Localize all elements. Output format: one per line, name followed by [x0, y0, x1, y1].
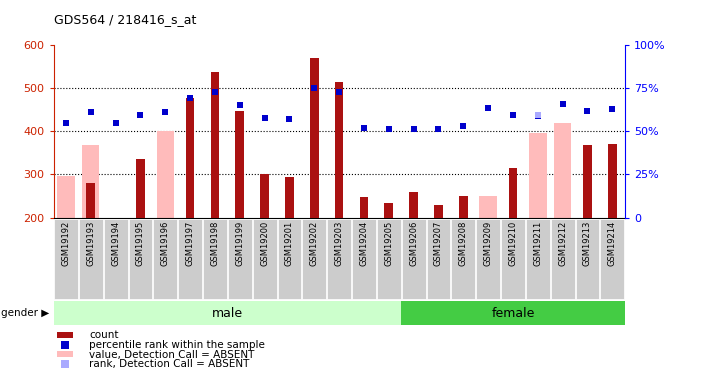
FancyBboxPatch shape: [451, 219, 476, 299]
Text: male: male: [212, 307, 243, 320]
Bar: [384, 203, 393, 217]
FancyBboxPatch shape: [228, 219, 252, 299]
FancyBboxPatch shape: [501, 219, 525, 299]
Text: GSM19193: GSM19193: [86, 221, 95, 266]
Bar: [82, 146, 99, 218]
Text: GSM19210: GSM19210: [508, 221, 518, 266]
Text: GSM19213: GSM19213: [583, 221, 592, 266]
Bar: [583, 145, 592, 218]
Bar: [285, 177, 294, 218]
Text: GSM19201: GSM19201: [285, 221, 294, 266]
Text: percentile rank within the sample: percentile rank within the sample: [89, 340, 265, 350]
Text: GSM19197: GSM19197: [186, 221, 195, 266]
Bar: [480, 196, 497, 217]
FancyBboxPatch shape: [303, 219, 326, 299]
FancyBboxPatch shape: [600, 219, 624, 299]
Text: count: count: [89, 330, 119, 340]
Text: GSM19214: GSM19214: [608, 221, 617, 266]
Text: GSM19204: GSM19204: [359, 221, 368, 266]
Text: female: female: [491, 307, 535, 320]
Text: value, Detection Call = ABSENT: value, Detection Call = ABSENT: [89, 350, 254, 360]
FancyBboxPatch shape: [154, 219, 177, 299]
Bar: [508, 168, 518, 217]
FancyBboxPatch shape: [278, 219, 301, 299]
FancyBboxPatch shape: [575, 219, 600, 299]
Text: GSM19199: GSM19199: [236, 221, 244, 266]
FancyBboxPatch shape: [203, 219, 227, 299]
Bar: [57, 176, 75, 217]
Text: rank, Detection Call = ABSENT: rank, Detection Call = ABSENT: [89, 359, 249, 369]
Bar: [409, 192, 418, 217]
Bar: [434, 206, 443, 218]
FancyBboxPatch shape: [352, 219, 376, 299]
FancyBboxPatch shape: [526, 219, 550, 299]
FancyBboxPatch shape: [426, 219, 451, 299]
FancyBboxPatch shape: [129, 219, 152, 299]
Text: GSM19192: GSM19192: [61, 221, 71, 266]
Text: GSM19194: GSM19194: [111, 221, 120, 266]
FancyBboxPatch shape: [550, 219, 575, 299]
FancyBboxPatch shape: [253, 219, 276, 299]
Text: GSM19207: GSM19207: [434, 221, 443, 266]
Bar: [554, 123, 571, 218]
Bar: [310, 58, 318, 217]
FancyBboxPatch shape: [476, 219, 500, 299]
Bar: [261, 174, 269, 217]
Text: GSM19202: GSM19202: [310, 221, 319, 266]
Bar: [211, 72, 219, 217]
Text: GSM19203: GSM19203: [335, 221, 343, 266]
FancyBboxPatch shape: [79, 219, 103, 299]
Bar: [459, 196, 468, 217]
Bar: [136, 159, 145, 218]
Bar: [236, 111, 244, 218]
Text: GDS564 / 218416_s_at: GDS564 / 218416_s_at: [54, 13, 196, 26]
FancyBboxPatch shape: [104, 219, 128, 299]
Bar: [156, 131, 174, 218]
Bar: [57, 351, 74, 357]
Text: GSM19211: GSM19211: [533, 221, 543, 266]
Text: GSM19206: GSM19206: [409, 221, 418, 266]
FancyBboxPatch shape: [377, 219, 401, 299]
Bar: [335, 82, 343, 218]
Text: GSM19209: GSM19209: [483, 221, 493, 266]
Text: GSM19212: GSM19212: [558, 221, 567, 266]
Bar: [57, 332, 74, 338]
FancyBboxPatch shape: [54, 219, 78, 299]
Bar: [401, 302, 625, 325]
Bar: [608, 144, 617, 218]
Bar: [186, 98, 194, 218]
Text: GSM19196: GSM19196: [161, 221, 170, 266]
Text: GSM19198: GSM19198: [211, 221, 219, 266]
Text: GSM19205: GSM19205: [384, 221, 393, 266]
Text: GSM19195: GSM19195: [136, 221, 145, 266]
Bar: [86, 183, 95, 218]
FancyBboxPatch shape: [327, 219, 351, 299]
Text: gender ▶: gender ▶: [1, 308, 50, 318]
FancyBboxPatch shape: [402, 219, 426, 299]
FancyBboxPatch shape: [178, 219, 202, 299]
Bar: [360, 197, 368, 217]
Text: GSM19208: GSM19208: [459, 221, 468, 266]
Bar: [529, 134, 546, 218]
Text: GSM19200: GSM19200: [260, 221, 269, 266]
Bar: [54, 302, 401, 325]
